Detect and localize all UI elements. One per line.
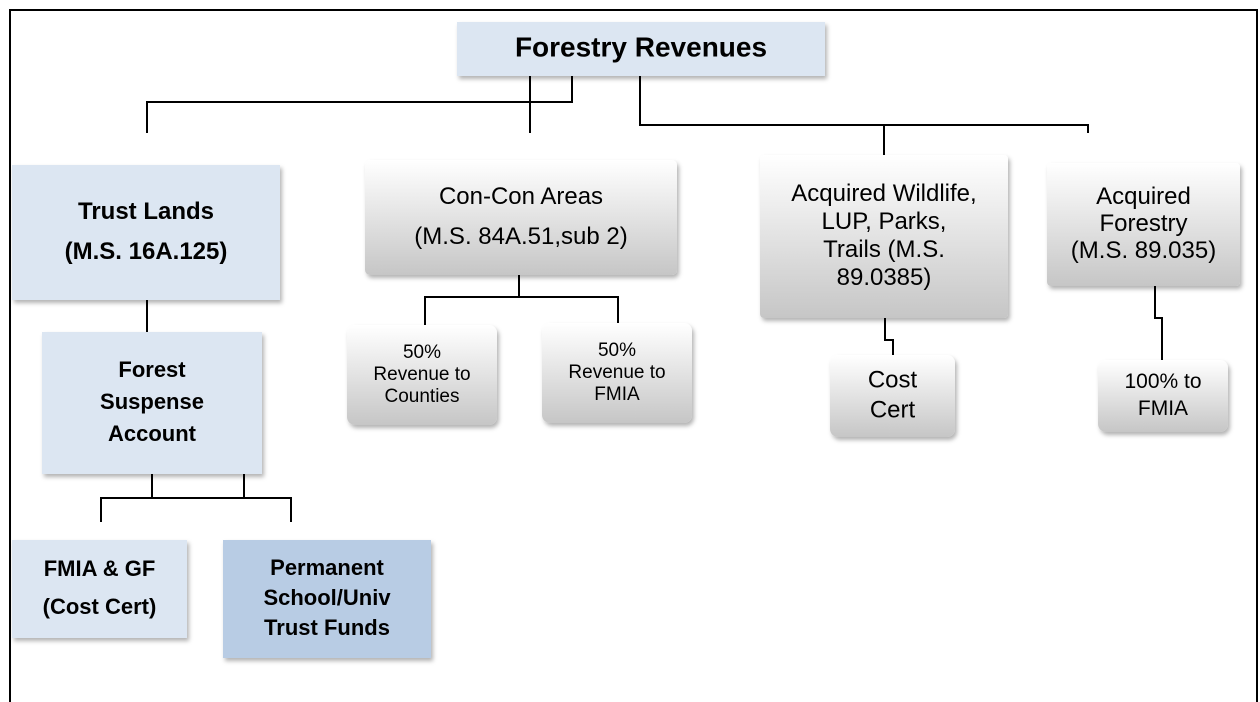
node-label: Revenue to [373, 364, 470, 385]
node-box [42, 332, 262, 474]
node: Cost Cert [830, 355, 955, 437]
node-label: Cert [870, 396, 916, 423]
connector [146, 300, 150, 336]
node: Con-Con Areas (M.S. 84A.51,sub 2) [365, 160, 677, 275]
node-label: Counties [385, 386, 460, 407]
node-label: Permanent [270, 555, 384, 580]
node-label: Revenue to [568, 362, 665, 383]
node-box [542, 323, 692, 423]
node-label: Account [108, 421, 197, 446]
node-label: Suspense [100, 389, 204, 414]
connector [424, 275, 619, 325]
node-label: Acquired [1096, 183, 1191, 210]
node-label: Forest [118, 357, 186, 382]
node: Forest Suspense Account [42, 332, 262, 474]
node-label: School/Univ [263, 585, 391, 610]
node-box [347, 325, 497, 425]
node: Trust Lands (M.S. 16A.125) [12, 165, 280, 300]
node-box [223, 540, 431, 658]
node-box [1098, 360, 1228, 432]
node: Permanent School/Univ Trust Funds [223, 540, 431, 658]
node-label: Cost [868, 366, 918, 393]
node-label: 50% [598, 340, 636, 361]
node-label: FMIA [594, 384, 640, 405]
connector [100, 474, 292, 522]
node-label: Forestry [1099, 210, 1187, 237]
node: Acquired Wildlife,LUP, Parks,Trails (M.S… [760, 155, 1008, 318]
node-label: (M.S. 16A.125) [65, 238, 228, 265]
node-label: FMIA & GF [44, 556, 156, 581]
node-box [760, 155, 1008, 318]
node: FMIA & GF (Cost Cert) [12, 540, 187, 638]
connector [1154, 286, 1163, 360]
node-box [12, 165, 280, 300]
node-label: Trails (M.S. [823, 236, 945, 263]
connectors [100, 76, 1163, 522]
node-label: (M.S. 84A.51,sub 2) [414, 223, 627, 250]
node-label: Forestry Revenues [515, 31, 767, 62]
node: 100% to FMIA [1098, 360, 1228, 432]
nodes: Forestry Revenues Trust Lands (M.S. 16A.12… [12, 22, 1240, 658]
node-label: LUP, Parks, [822, 208, 947, 235]
node-label: Trust Funds [264, 615, 390, 640]
node-label: Acquired Wildlife, [791, 180, 976, 207]
frame [9, 9, 1258, 702]
connector [884, 318, 894, 355]
connector [146, 76, 573, 133]
node: Forestry Revenues [457, 22, 825, 76]
node-box [1047, 163, 1240, 286]
node-box [457, 22, 825, 76]
node-label: (M.S. 89.035) [1071, 237, 1216, 264]
node-box [830, 355, 955, 437]
node-label: Con-Con Areas [439, 183, 603, 210]
node-label: FMIA [1138, 397, 1188, 420]
connector [639, 76, 1089, 155]
node-label: 50% [403, 342, 441, 363]
node-label: 89.0385) [837, 264, 932, 291]
node-label: 100% to [1124, 370, 1201, 393]
node-label: (Cost Cert) [43, 594, 157, 619]
node-box [12, 540, 187, 638]
node-box [365, 160, 677, 275]
node-label: Trust Lands [78, 198, 214, 225]
